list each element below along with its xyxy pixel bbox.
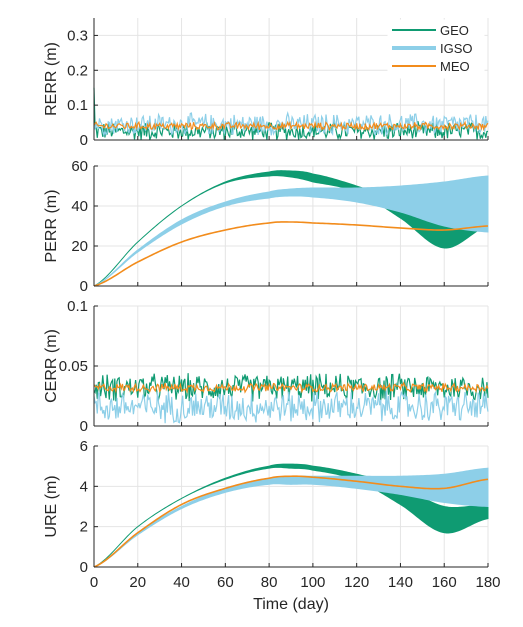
y-tick-label-3: 0.3 (67, 27, 88, 44)
y-axis-label: RERR (m) (43, 42, 60, 116)
series-meo (93, 221, 489, 287)
x-tick-label-2: 40 (173, 574, 190, 591)
legend: GEO IGSO MEO (387, 19, 485, 79)
x-axis-label: Time (day) (253, 596, 329, 613)
panel-0: 0 0.1 0.2 0.3 RERR (m) GEO IGSO MEO (43, 18, 489, 149)
x-tick-label-0: 0 (90, 574, 98, 591)
series-igso (93, 175, 489, 287)
y-tick-label-3: 60 (71, 158, 88, 175)
y-axis-label: CERR (m) (43, 329, 60, 403)
x-tick-label-4: 80 (261, 574, 278, 591)
series-geo (93, 373, 489, 402)
x-tick-label-5: 100 (300, 574, 325, 591)
y-tick-label-3: 6 (80, 438, 88, 455)
y-tick-label-2: 40 (71, 198, 88, 215)
legend-label-meo: MEO (440, 59, 470, 74)
x-tick-label-7: 140 (388, 574, 413, 591)
legend-label-geo: GEO (440, 23, 469, 38)
y-tick-label-0: 0 (80, 132, 88, 149)
y-axis-label: PERR (m) (43, 190, 60, 263)
x-tick-label-1: 20 (129, 574, 146, 591)
series-meo (93, 120, 489, 132)
y-tick-label-0: 0 (80, 278, 88, 295)
y-tick-label-1: 20 (71, 238, 88, 255)
y-tick-label-2: 0.1 (67, 298, 88, 315)
x-tick-label-6: 120 (344, 574, 369, 591)
series-igso (93, 390, 489, 424)
series-meo (93, 475, 489, 568)
y-axis-label: URE (m) (43, 475, 60, 537)
y-tick-label-0: 0 (80, 418, 88, 435)
y-tick-label-1: 2 (80, 519, 88, 536)
panel-2: 0 0.05 0.1 CERR (m) (43, 298, 489, 435)
y-tick-label-2: 4 (80, 478, 88, 495)
y-tick-label-2: 0.2 (67, 62, 88, 79)
y-tick-label-1: 0.1 (67, 97, 88, 114)
y-tick-label-0: 0 (80, 559, 88, 576)
series-meo (93, 381, 489, 394)
y-tick-label-1: 0.05 (59, 358, 88, 375)
series-geo (93, 87, 489, 141)
x-tick-label-8: 160 (432, 574, 457, 591)
panel-1: 0 20 40 60 PERR (m) (43, 158, 489, 295)
legend-label-igso: IGSO (440, 41, 473, 56)
x-tick-label-3: 60 (217, 574, 234, 591)
x-tick-label-9: 180 (475, 574, 500, 591)
